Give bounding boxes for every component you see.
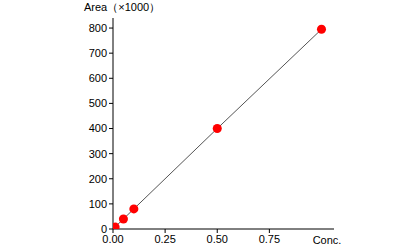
svg-text:600: 600 <box>89 72 107 84</box>
svg-text:0: 0 <box>101 223 107 235</box>
svg-text:0.75: 0.75 <box>259 233 280 245</box>
svg-text:500: 500 <box>89 97 107 109</box>
svg-text:700: 700 <box>89 47 107 59</box>
svg-text:0.50: 0.50 <box>207 233 228 245</box>
svg-text:0.25: 0.25 <box>154 233 175 245</box>
svg-text:Conc.: Conc. <box>313 234 342 246</box>
svg-text:300: 300 <box>89 148 107 160</box>
svg-text:0.00: 0.00 <box>102 232 124 245</box>
svg-text:800: 800 <box>89 22 107 34</box>
svg-text:100: 100 <box>89 198 107 210</box>
svg-text:400: 400 <box>89 122 107 134</box>
svg-text:200: 200 <box>89 173 107 185</box>
html-text:Area（×1000）: Area（×1000） <box>84 1 161 13</box>
